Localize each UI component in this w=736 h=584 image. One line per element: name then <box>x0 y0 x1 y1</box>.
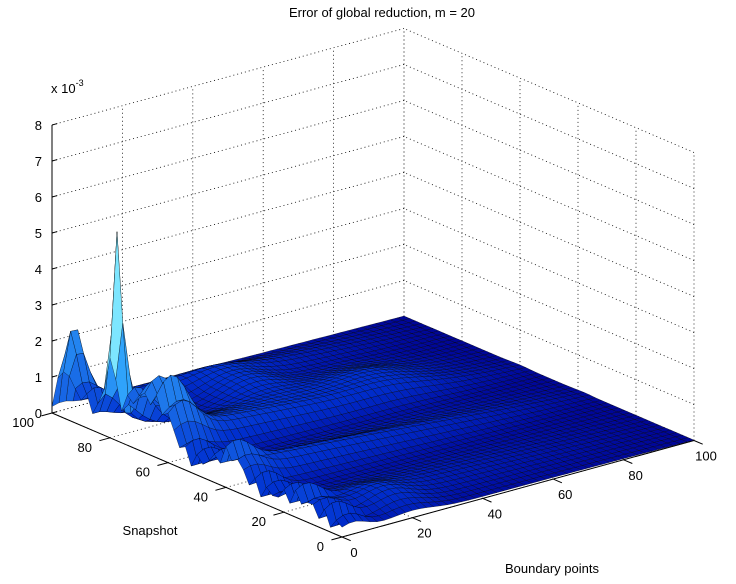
back-wall-gridline <box>51 172 405 270</box>
x-tick-label: 0 <box>350 545 357 560</box>
z-tick-mark <box>51 123 58 126</box>
y-tick-label: 0 <box>317 539 324 554</box>
back-wall-gridline <box>51 136 405 234</box>
x-tick-mark <box>693 440 703 445</box>
x-axis-line <box>341 440 695 538</box>
x-tick-label: 80 <box>628 468 642 483</box>
z-tick-label: 1 <box>35 370 42 385</box>
y-axis-label: Snapshot <box>123 523 178 538</box>
z-tick-label: 7 <box>35 154 42 169</box>
y-tick-mark <box>41 412 53 417</box>
y-axis-line <box>51 412 343 538</box>
y-tick-label: 20 <box>252 514 266 529</box>
y-tick-mark <box>157 462 169 466</box>
y-tick-mark <box>331 536 343 541</box>
surface-cell <box>335 514 350 528</box>
x-tick-mark <box>341 536 351 542</box>
z-tick-mark <box>51 267 58 270</box>
y-tick-mark <box>273 511 285 516</box>
z-tick-label: 0 <box>35 406 42 421</box>
x-tick-mark <box>482 497 492 503</box>
x-tick-label: 20 <box>417 526 431 541</box>
z-tick-mark <box>51 339 58 342</box>
right-wall-gridline <box>403 64 695 189</box>
right-wall-gridline <box>403 172 695 297</box>
y-tick-label: 60 <box>136 465 150 480</box>
z-tick-label: 6 <box>35 190 42 205</box>
z-tick-mark <box>51 159 58 162</box>
back-wall-gridline <box>51 244 405 342</box>
right-wall-gridline <box>403 136 695 261</box>
x-tick-label: 40 <box>488 506 502 521</box>
chart-title: Error of global reduction, m = 20 <box>289 5 475 20</box>
y-tick-mark <box>215 486 227 491</box>
y-tick-label: 80 <box>78 440 92 455</box>
z-tick-label: 8 <box>35 118 42 133</box>
x-axis-label: Boundary points <box>505 561 599 576</box>
right-wall-gridline <box>403 28 695 153</box>
right-wall-gridline <box>403 100 695 225</box>
z-exponent-label: x 10-3 <box>51 78 84 96</box>
right-wall-gridline <box>403 244 695 369</box>
z-tick-label: 2 <box>35 334 42 349</box>
y-tick-label: 100 <box>12 415 34 430</box>
x-tick-mark <box>412 517 422 522</box>
x-tick-mark <box>553 478 563 484</box>
x-tick-label: 60 <box>558 487 572 502</box>
y-tick-label: 40 <box>194 489 208 504</box>
y-tick-mark <box>99 437 111 442</box>
z-tick-mark <box>51 303 58 306</box>
back-wall-gridline <box>51 100 405 198</box>
z-tick-mark <box>51 375 58 378</box>
z-tick-mark <box>51 411 58 414</box>
z-exponent-power: -3 <box>76 78 84 88</box>
surface-mesh <box>51 231 695 528</box>
z-tick-mark <box>51 231 58 234</box>
right-wall-gridline <box>403 280 695 405</box>
z-tick-mark <box>51 195 58 198</box>
x-tick-mark <box>623 459 633 464</box>
z-tick-label: 3 <box>35 298 42 313</box>
x-tick-label: 100 <box>695 449 717 464</box>
back-wall-gridline <box>51 28 405 126</box>
right-wall-gridline <box>403 208 695 333</box>
z-tick-label: 5 <box>35 226 42 241</box>
z-exponent-base: x 10 <box>51 81 76 96</box>
back-wall-gridline <box>51 208 405 306</box>
z-tick-label: 4 <box>35 262 42 277</box>
back-wall-gridline <box>51 64 405 162</box>
